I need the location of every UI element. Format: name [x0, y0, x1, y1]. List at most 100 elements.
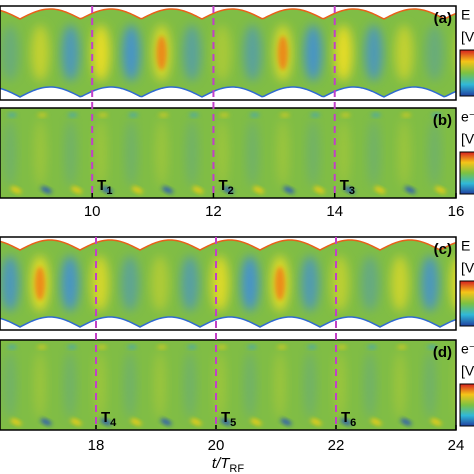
- panel-frame: [0, 236, 457, 331]
- edge-streak: [249, 113, 260, 117]
- marker-label: T6: [341, 409, 356, 429]
- colorbar: [459, 151, 474, 195]
- field-blob: [276, 118, 289, 188]
- x-tick-label: 12: [205, 203, 222, 220]
- x-tick-label: 24: [448, 437, 465, 454]
- edge-streak: [160, 418, 172, 426]
- edge-streak: [283, 186, 295, 194]
- sheath-edge: [0, 316, 456, 328]
- edge-streak: [219, 113, 230, 117]
- field-blob: [304, 350, 316, 420]
- field-pattern: [4, 113, 447, 194]
- colorbar-label: [V: [461, 363, 474, 379]
- x-tick-label: 22: [328, 437, 345, 454]
- panel-frame: [0, 339, 457, 431]
- marker-text: T: [101, 409, 110, 426]
- field-blob: [243, 24, 262, 82]
- edge-streak: [70, 418, 82, 426]
- sheath-bottom: [0, 87, 456, 100]
- edge-streak: [404, 186, 416, 194]
- edge-streak: [101, 186, 113, 194]
- field-blob: [361, 255, 379, 312]
- sheath-edge: [0, 8, 456, 20]
- field-blob: [64, 350, 76, 420]
- edge-streak: [343, 186, 356, 194]
- panel-label: (c): [434, 241, 452, 258]
- edge-streak: [337, 345, 347, 349]
- edge-streak: [217, 345, 227, 349]
- field-blob: [331, 255, 349, 312]
- marker-sub: 6: [350, 417, 356, 429]
- field-blob: [428, 118, 441, 188]
- field-core: [277, 36, 288, 70]
- field-blob: [246, 118, 259, 188]
- marker-text: T: [218, 177, 227, 194]
- marker-label: T1: [97, 177, 112, 197]
- heatmap-panel: [0, 108, 456, 198]
- field-core: [35, 266, 45, 301]
- field-blob: [244, 350, 256, 420]
- edge-streak: [7, 113, 17, 117]
- edge-streak: [37, 113, 48, 117]
- marker-label: T5: [221, 409, 236, 429]
- edge-streak: [7, 345, 17, 349]
- field-blob: [125, 118, 138, 188]
- field-blob: [94, 350, 106, 420]
- edge-streak: [97, 113, 108, 117]
- edge-streak: [370, 418, 382, 426]
- field-blob: [91, 24, 110, 82]
- sheath-bottom: [0, 317, 456, 330]
- field-blob: [34, 350, 46, 420]
- colorbar: [459, 280, 474, 327]
- field-blob: [451, 258, 456, 309]
- edge-streak: [158, 113, 169, 117]
- marker-text: T: [97, 177, 106, 194]
- field-blob: [4, 118, 16, 188]
- field-blob: [424, 350, 436, 420]
- edge-streak: [192, 186, 204, 194]
- colorbar-label: e⁻: [461, 109, 474, 125]
- edge-streak: [190, 418, 202, 426]
- sheath-top: [0, 6, 456, 19]
- panel-label: (a): [434, 10, 452, 27]
- x-tick-label: 10: [84, 203, 101, 220]
- field-blob: [155, 118, 168, 188]
- field-pattern: [4, 345, 456, 426]
- panel-frame: [0, 107, 457, 199]
- edge-streak: [97, 345, 107, 349]
- edge-streak: [280, 418, 292, 426]
- edge-streak: [222, 186, 234, 194]
- field-blob: [151, 255, 169, 312]
- edge-streak: [397, 345, 407, 349]
- marker-label: T2: [218, 177, 233, 197]
- field-blob: [394, 350, 406, 420]
- edge-streak: [157, 345, 167, 349]
- edge-streak: [279, 113, 290, 117]
- edge-streak: [431, 113, 442, 117]
- colorbar-label: [V: [461, 131, 474, 147]
- colorbar-label: [V: [461, 29, 474, 45]
- marker-text: T: [341, 409, 350, 426]
- field-blob: [1, 24, 19, 82]
- edge-streak: [100, 418, 112, 426]
- field-blob: [4, 350, 16, 420]
- edge-streak: [400, 418, 412, 426]
- field-blob: [181, 255, 199, 312]
- edge-streak: [427, 345, 437, 349]
- panel-label: (b): [433, 112, 452, 129]
- x-tick-label: 20: [208, 437, 225, 454]
- edge-streak: [310, 418, 322, 426]
- field-blob: [185, 118, 198, 188]
- x-tick-label: 16: [448, 203, 465, 220]
- field-core: [156, 36, 167, 70]
- edge-streak: [162, 186, 174, 194]
- edge-streak: [367, 345, 377, 349]
- field-blob: [31, 24, 50, 82]
- marker-sub: 1: [106, 185, 112, 197]
- field-blob: [395, 24, 414, 82]
- edge-streak: [71, 186, 83, 194]
- field-blob: [304, 24, 323, 82]
- edge-streak: [188, 113, 199, 117]
- marker-label: T4: [101, 409, 117, 429]
- field-blob: [121, 255, 139, 312]
